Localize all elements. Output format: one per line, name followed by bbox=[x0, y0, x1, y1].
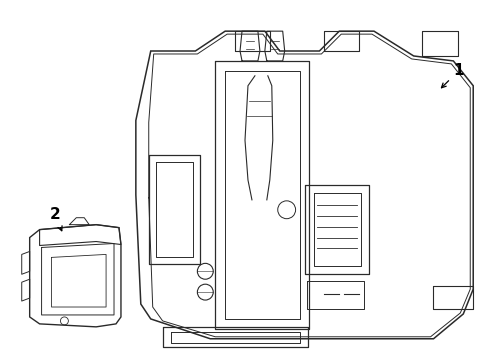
Text: 2: 2 bbox=[49, 207, 62, 231]
Text: 1: 1 bbox=[441, 63, 463, 88]
Polygon shape bbox=[136, 31, 472, 339]
Polygon shape bbox=[30, 225, 121, 327]
